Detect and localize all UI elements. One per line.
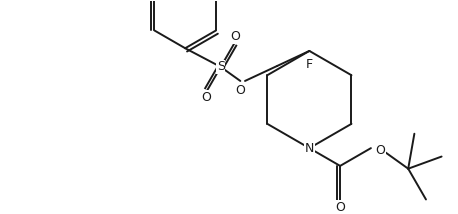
Text: O: O bbox=[235, 84, 245, 97]
Text: N: N bbox=[305, 142, 314, 155]
Text: F: F bbox=[306, 58, 313, 71]
Text: O: O bbox=[231, 30, 240, 43]
Text: O: O bbox=[335, 201, 345, 214]
Text: O: O bbox=[375, 144, 385, 156]
Text: S: S bbox=[217, 60, 225, 73]
Text: O: O bbox=[201, 91, 211, 104]
